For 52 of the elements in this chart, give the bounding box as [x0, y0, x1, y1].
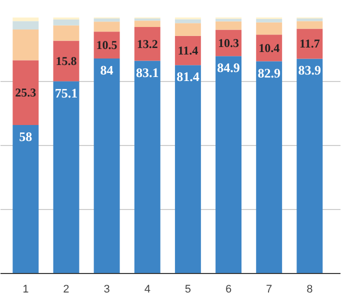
x-tick-label: 8	[306, 284, 313, 296]
bar	[12, 21, 39, 30]
data-label: 10.4	[258, 40, 280, 55]
bar	[94, 22, 120, 32]
bar	[296, 28, 323, 59]
bar	[12, 125, 39, 274]
x-tick-label: 3	[104, 284, 110, 296]
bar	[174, 23, 201, 36]
bar	[216, 18, 242, 22]
data-label: 25.3	[15, 86, 36, 100]
data-label: 75.1	[54, 85, 78, 100]
bar	[296, 18, 323, 22]
bar	[134, 20, 160, 27]
data-label: 10.3	[218, 36, 240, 50]
x-tick-label: 4	[144, 284, 150, 296]
x-tick-label: 2	[63, 284, 70, 296]
bar	[94, 58, 120, 274]
x-tick-label: 5	[184, 284, 192, 296]
data-label: 58	[19, 129, 33, 144]
bar	[296, 21, 323, 29]
x-tick-label: 1	[22, 284, 29, 296]
bar	[94, 18, 120, 22]
bar	[134, 26, 160, 61]
x-tick-label: 7	[266, 284, 272, 296]
bar	[256, 19, 282, 22]
data-label: 82.9	[258, 65, 281, 80]
bar	[53, 20, 80, 26]
data-label: 81.4	[176, 69, 200, 84]
bar	[296, 58, 323, 274]
data-label: 10.5	[96, 38, 118, 52]
data-label: 13.2	[136, 36, 158, 51]
bar	[12, 60, 39, 126]
bar	[174, 19, 201, 24]
data-label: 84	[100, 62, 114, 78]
bar	[53, 81, 80, 274]
bar	[134, 60, 160, 274]
data-label: 84.9	[217, 60, 240, 76]
data-label: 83.9	[298, 62, 322, 78]
data-label: 83.1	[136, 64, 159, 80]
bar	[174, 65, 201, 274]
data-label: 11.7	[299, 36, 320, 51]
data-label: 11.4	[178, 44, 198, 58]
bar	[53, 25, 80, 41]
bar	[12, 30, 39, 60]
x-tick-label: 6	[225, 284, 232, 296]
data-label: 15.8	[56, 54, 77, 68]
bar	[256, 61, 282, 274]
bar	[256, 22, 282, 35]
bar	[12, 18, 39, 22]
bar	[53, 40, 80, 82]
bar	[216, 56, 242, 274]
bar	[216, 21, 242, 30]
